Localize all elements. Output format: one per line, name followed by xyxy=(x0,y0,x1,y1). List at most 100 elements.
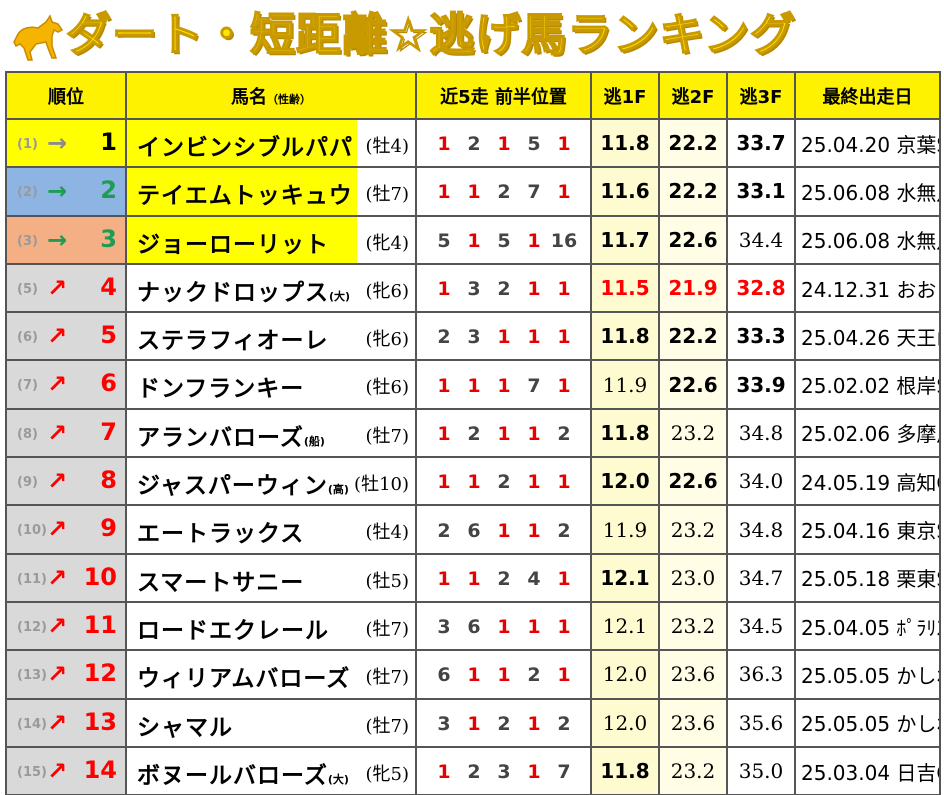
position-value: 2 xyxy=(557,519,571,542)
position-value: 3 xyxy=(497,761,511,783)
position-value: 6 xyxy=(467,519,481,542)
position-value: 2 xyxy=(437,326,451,349)
position-value: 2 xyxy=(437,519,451,542)
last-race: 25.05.05 かしわ記 xyxy=(794,649,941,700)
f1-time: 11.8 xyxy=(590,311,660,362)
position-value: 1 xyxy=(527,422,541,445)
horse-name: アランバローズ(船) xyxy=(137,418,325,452)
horse-name: エートラックス xyxy=(137,514,304,548)
rank-cell: (1) → 1 xyxy=(5,117,127,169)
header-rank: 順位 xyxy=(5,71,127,120)
name-highlight xyxy=(128,121,357,166)
horse-name: スマートサニー xyxy=(137,563,304,597)
position-value: 1 xyxy=(497,326,511,349)
current-rank: 12 xyxy=(83,659,117,688)
current-rank: 1 xyxy=(100,128,117,156)
f3-time: 34.8 xyxy=(726,407,796,459)
horse-name: シャマル xyxy=(137,708,233,742)
position-value: 1 xyxy=(557,616,571,639)
position-value: 1 xyxy=(527,229,541,252)
position-value: 1 xyxy=(437,278,451,301)
f1-time: 11.9 xyxy=(590,504,660,555)
horse-name-cell: ロードエクレール (牡7) xyxy=(125,600,417,652)
last-race: 25.04.26 天王山S xyxy=(794,311,941,362)
position-value: 3 xyxy=(437,616,451,639)
rank-cell: (3) → 3 xyxy=(5,214,127,265)
position-value: 1 xyxy=(437,422,451,445)
horse-sex-age: (牝5) xyxy=(365,763,410,785)
trend-arrow-icon: ↗ xyxy=(47,515,68,544)
previous-rank: (2) xyxy=(17,185,38,201)
horse-name-text: エートラックス xyxy=(137,521,305,548)
previous-rank: (3) xyxy=(17,233,38,249)
f3-time: 33.1 xyxy=(726,166,796,217)
f2-time: 22.6 xyxy=(658,456,728,507)
title-bar: ダート・短距離☆逃げ馬ランキング xyxy=(0,0,944,70)
horse-sex-age: (牡6) xyxy=(365,377,410,399)
position-value: 2 xyxy=(497,181,511,204)
trend-arrow-icon: ↗ xyxy=(47,273,68,302)
horse-sex-age: (牝4) xyxy=(365,232,410,254)
horse-name-cell: ステラフィオーレ (牝6) xyxy=(125,311,417,362)
f1-time: 12.0 xyxy=(590,456,660,507)
horse-affiliation: (高) xyxy=(327,483,349,497)
position-value: 1 xyxy=(557,181,571,204)
current-rank: 14 xyxy=(83,755,117,784)
current-rank: 6 xyxy=(100,369,117,398)
f2-time: 22.6 xyxy=(658,214,728,265)
horse-sex-age: (牡7) xyxy=(365,425,410,447)
position-value: 1 xyxy=(527,326,541,349)
ranking-table: 順位 馬名（性齢） 近5走 前半位置 逃1F 逃2F 逃3F 最終出走日 (1)… xyxy=(5,71,941,795)
f2-time: 23.2 xyxy=(658,600,728,652)
last-race: 24.12.31 おおとり xyxy=(794,262,941,314)
horse-name: ドンフランキー xyxy=(137,369,304,403)
position-value: 1 xyxy=(437,374,451,397)
table-row: (3) → 3 ジョーローリット (牝4) 5 1 5 1 16 11.7 22.6 3… xyxy=(5,214,941,265)
horse-name-text: テイエムトッキュウ xyxy=(137,183,353,210)
position-value: 2 xyxy=(497,278,511,301)
previous-rank: (1) xyxy=(17,137,38,152)
f3-time: 33.9 xyxy=(726,359,796,410)
position-value: 1 xyxy=(497,422,511,445)
horse-name-cell: アランバローズ(船) (牡7) xyxy=(125,407,417,459)
last-race: 25.05.18 栗東S xyxy=(794,552,941,603)
position-value: 1 xyxy=(467,471,481,494)
f1-time: 11.8 xyxy=(590,745,660,795)
trend-arrow-icon: → xyxy=(47,225,68,254)
f2-time: 23.2 xyxy=(658,504,728,555)
f3-time: 34.4 xyxy=(726,214,796,265)
f3-time: 35.6 xyxy=(726,697,796,748)
last-race: 25.06.08 水無月S xyxy=(794,166,941,217)
horse-name-text: ジャスパーウィン xyxy=(137,473,328,500)
position-value: 2 xyxy=(527,664,541,687)
last-race: 25.02.02 根岸S xyxy=(794,359,941,410)
horse-icon xyxy=(13,14,64,61)
f3-time: 34.0 xyxy=(726,456,796,507)
position-value: 6 xyxy=(437,664,451,687)
position-value: 6 xyxy=(467,616,481,639)
rank-cell: (14) ↗ 13 xyxy=(5,697,127,748)
f1-time: 11.9 xyxy=(590,359,660,410)
position-value: 1 xyxy=(437,181,451,204)
rank-cell: (6) ↗ 5 xyxy=(5,311,127,362)
trend-arrow-icon: → xyxy=(47,129,68,157)
last-race: 25.05.05 かしわ記 xyxy=(794,697,941,748)
horse-name-cell: ボヌールバローズ(大) (牝5) xyxy=(125,745,417,795)
horse-sex-age: (牡7) xyxy=(365,618,410,640)
position-value: 1 xyxy=(557,471,571,494)
position-value: 2 xyxy=(557,712,571,735)
last-race: 25.04.16 東京S競 xyxy=(794,504,941,555)
previous-rank: (12) xyxy=(17,619,47,635)
horse-name: ジョーローリット xyxy=(137,225,329,259)
position-value: 5 xyxy=(527,133,541,156)
position-value: 2 xyxy=(497,712,511,735)
horse-name: ジャスパーウィン(高) xyxy=(137,466,349,500)
horse-sex-age: (牝6) xyxy=(365,280,410,302)
position-value: 1 xyxy=(527,278,541,301)
last-race: 25.04.20 京葉S xyxy=(794,117,941,169)
